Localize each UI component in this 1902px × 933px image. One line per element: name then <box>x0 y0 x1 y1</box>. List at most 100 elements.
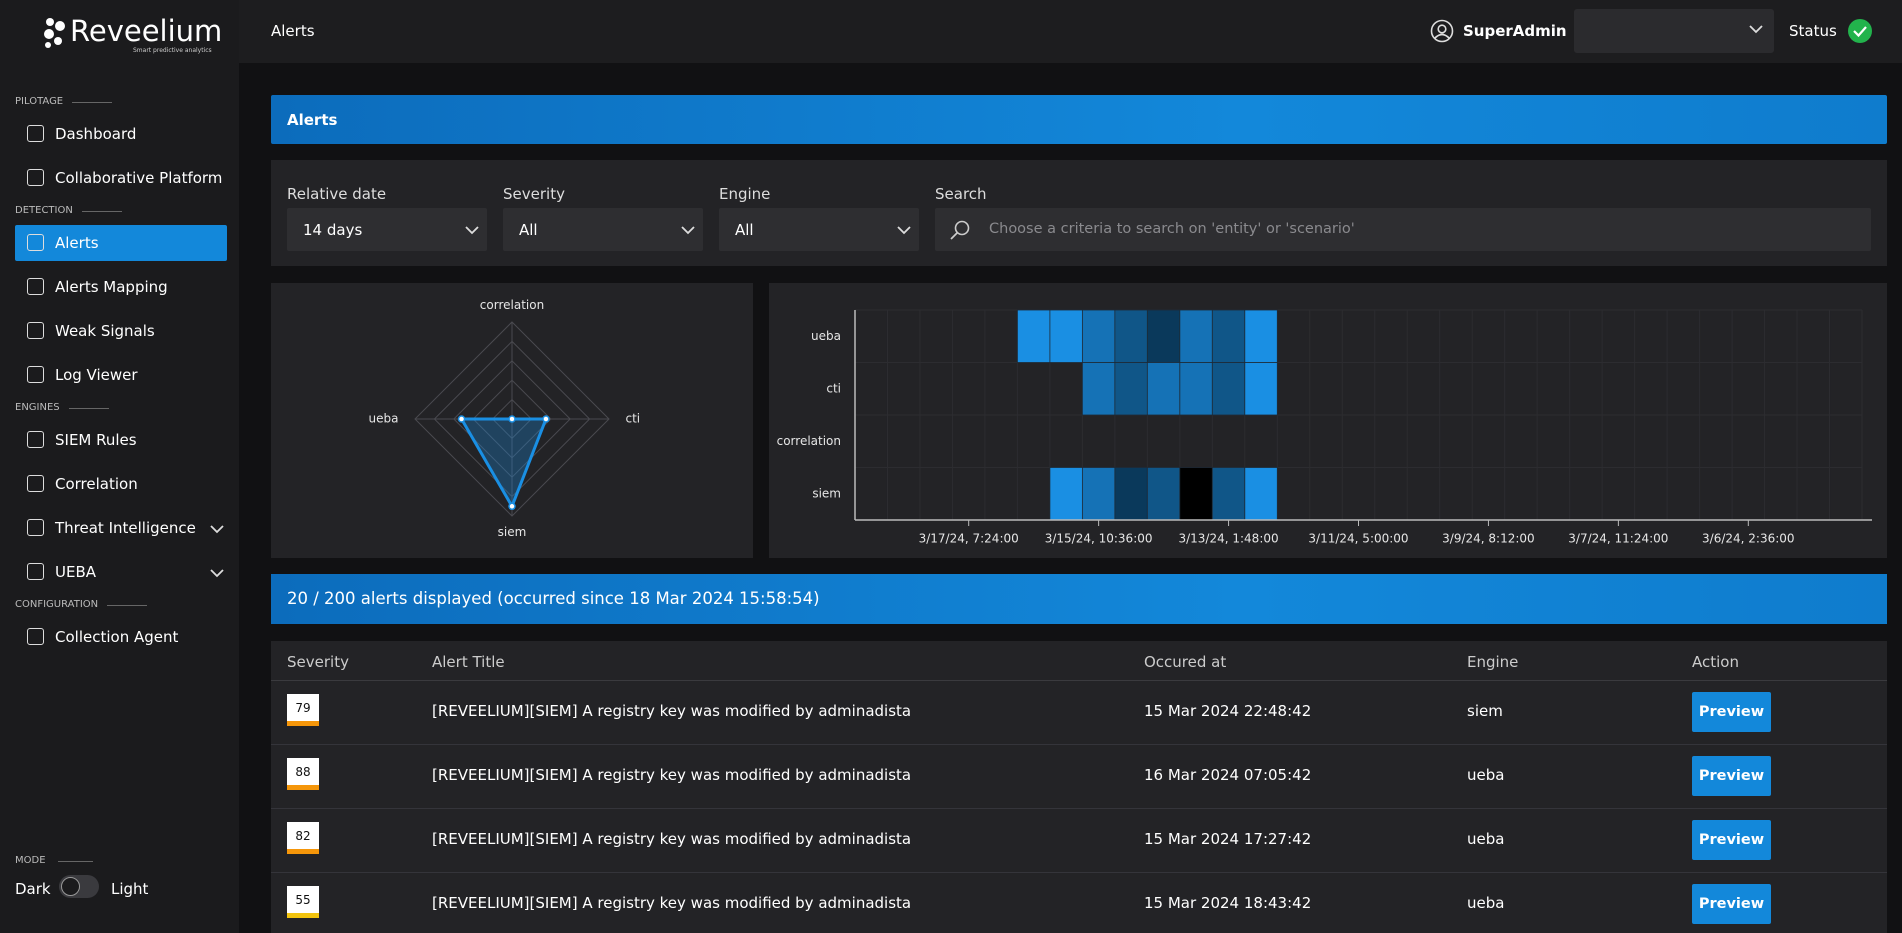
status-label: Status <box>1789 22 1837 40</box>
heat-cell <box>1114 467 1148 521</box>
context-select[interactable] <box>1574 9 1774 53</box>
chevron <box>210 525 224 534</box>
section-label: ENGINES <box>15 402 60 413</box>
radar-axis-label: siem <box>498 525 527 539</box>
preview-button[interactable]: Preview <box>1692 756 1771 796</box>
section-rule <box>107 605 147 606</box>
alert-title: [REVEELIUM][SIEM] A registry key was mod… <box>432 894 912 912</box>
nav-item[interactable]: Alerts <box>55 234 99 252</box>
engine: ueba <box>1467 830 1505 848</box>
engine: ueba <box>1467 766 1505 784</box>
nav-icon <box>27 628 44 645</box>
page-title: Alerts <box>271 22 315 40</box>
radar-axis-label: cti <box>625 412 640 426</box>
section-label: DETECTION <box>15 205 73 216</box>
filter-value: 14 days <box>303 221 363 239</box>
section-rule <box>72 102 112 103</box>
section-rule <box>82 211 122 212</box>
radar-point <box>508 502 516 511</box>
header-rule <box>271 680 1887 681</box>
row-rule <box>271 744 1887 745</box>
mode-toggle[interactable] <box>59 875 99 898</box>
heat-cell <box>1081 467 1116 521</box>
alert-title: [REVEELIUM][SIEM] A registry key was mod… <box>432 830 912 848</box>
search-placeholder: Choose a criteria to search on 'entity' … <box>989 221 1355 237</box>
section-label: CONFIGURATION <box>15 599 99 610</box>
severity-badge: 82 <box>287 822 319 854</box>
column-header: Occured at <box>1144 653 1227 671</box>
alerts-table <box>271 641 1887 933</box>
nav-icon <box>27 519 44 536</box>
nav-icon <box>27 322 44 339</box>
nav-icon <box>27 169 44 186</box>
mode-light: Light <box>111 880 149 898</box>
severity-badge: 79 <box>287 694 319 726</box>
logo-tagline: Smart predictive analytics <box>133 47 212 54</box>
search-label: Search <box>935 185 987 203</box>
heat-cell <box>1081 362 1116 416</box>
radar-chart: correlation cti siem ueba <box>369 298 641 539</box>
search-input[interactable] <box>935 208 1871 251</box>
chevron-path <box>465 226 479 235</box>
nav-item[interactable]: Collection Agent <box>55 628 179 646</box>
panel-title: Alerts <box>287 111 338 129</box>
x-tick-label: 3/13/24, 1:48:00 <box>1178 532 1278 546</box>
engine: siem <box>1467 702 1503 720</box>
heat-cell <box>1146 309 1181 363</box>
heat-cell <box>1049 309 1083 363</box>
nav-item[interactable]: Log Viewer <box>55 366 138 384</box>
section-rule <box>69 408 109 409</box>
x-tick-label: 3/9/24, 8:12:00 <box>1442 532 1535 546</box>
nav-item[interactable]: UEBA <box>55 563 97 581</box>
nav-item[interactable]: Correlation <box>55 475 138 493</box>
heatmap-chart: ueba cti correlation siem 3/17/24, 7:24:00 3/… <box>777 309 1872 546</box>
occurred-at: 16 Mar 2024 07:05:42 <box>1144 766 1312 784</box>
filter-label: Engine <box>719 185 771 203</box>
heat-cell <box>1049 467 1083 521</box>
status-ok <box>1848 19 1872 43</box>
heat-cell <box>1179 362 1213 416</box>
engine: ueba <box>1467 894 1505 912</box>
nav-item[interactable]: SIEM Rules <box>55 431 137 449</box>
heat-cell <box>1146 362 1181 416</box>
nav-icon <box>27 125 44 142</box>
chevron <box>897 226 911 235</box>
nav-icon <box>27 563 44 580</box>
heat-cell <box>1211 309 1246 363</box>
radar-point <box>542 415 550 423</box>
nav-item[interactable]: Collaborative Platform <box>55 169 223 187</box>
filter-select[interactable] <box>719 208 919 251</box>
occurred-at: 15 Mar 2024 17:27:42 <box>1144 830 1312 848</box>
nav-item[interactable]: Alerts Mapping <box>55 278 168 296</box>
column-header: Alert Title <box>432 653 505 671</box>
filter-select[interactable] <box>287 208 487 251</box>
filter-select[interactable] <box>503 208 703 251</box>
nav-icon <box>27 278 44 295</box>
heat-cell <box>1114 309 1148 363</box>
preview-button[interactable]: Preview <box>1692 820 1771 860</box>
heat-cell <box>1146 467 1181 521</box>
heat-cell <box>1179 309 1213 363</box>
radar-point <box>457 415 466 423</box>
row-label: correlation <box>777 434 841 448</box>
section-label: PILOTAGE <box>15 96 64 107</box>
toggle-knob <box>61 877 80 896</box>
mode-dark: Dark <box>15 880 51 898</box>
column-header: Severity <box>287 653 349 671</box>
summary-text: 20 / 200 alerts displayed (occurred sinc… <box>287 589 820 608</box>
chevron-path <box>897 226 911 235</box>
radar-axis-label: correlation <box>480 298 544 312</box>
nav-icon <box>27 475 44 492</box>
column-header: Engine <box>1467 653 1519 671</box>
nav-item[interactable]: Weak Signals <box>55 322 155 340</box>
heatmap-panel <box>769 283 1887 558</box>
nav-item[interactable]: Dashboard <box>55 125 137 143</box>
occurred-at: 15 Mar 2024 18:43:42 <box>1144 894 1312 912</box>
preview-button[interactable]: Preview <box>1692 884 1771 924</box>
nav-item[interactable]: Threat Intelligence <box>55 519 196 537</box>
preview-button[interactable]: Preview <box>1692 692 1771 732</box>
user-name[interactable]: SuperAdmin <box>1463 22 1567 40</box>
chevron-path <box>681 226 695 235</box>
logo-name: Reveelium <box>70 14 223 48</box>
